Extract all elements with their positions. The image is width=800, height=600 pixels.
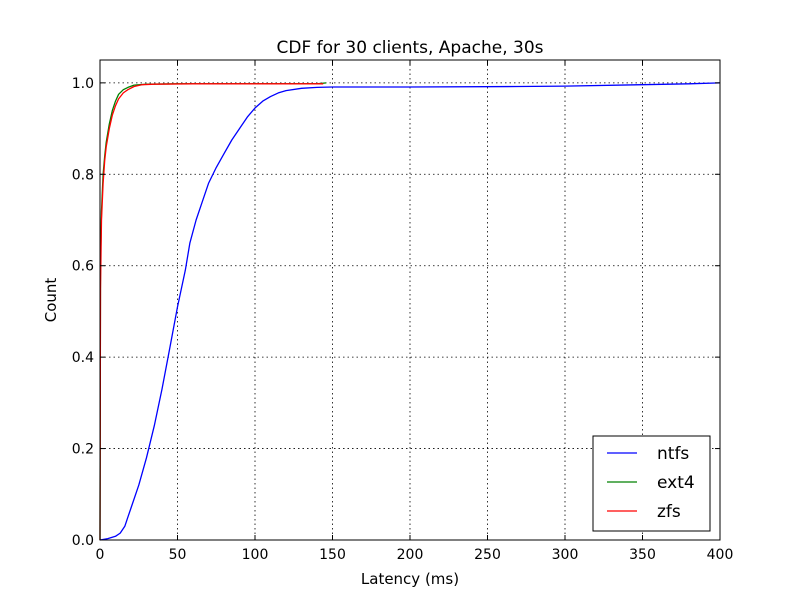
x-tick-label: 0: [96, 547, 105, 563]
legend: ntfs ext4 zfs: [592, 435, 711, 532]
x-tick-label: 50: [169, 547, 187, 563]
legend-label-zfs: zfs: [657, 502, 681, 522]
x-tick-label: 300: [552, 547, 579, 563]
x-tick-label: 350: [629, 547, 656, 563]
y-tick-label: 0.8: [72, 167, 94, 183]
series-line-zfs: [99, 83, 324, 541]
grid: [100, 60, 720, 540]
x-tick-label: 400: [707, 547, 734, 563]
x-axis-label: Latency (ms): [361, 570, 459, 588]
y-tick-label: 0.6: [72, 259, 94, 275]
series-line-ntfs: [99, 82, 721, 541]
legend-label-ntfs: ntfs: [657, 444, 689, 464]
series-lines: [99, 82, 721, 541]
x-tick-label: 100: [242, 547, 269, 563]
y-tick-label: 1.0: [72, 76, 94, 92]
x-tick-label: 150: [319, 547, 346, 563]
y-tick-label: 0.4: [72, 350, 94, 366]
legend-label-ext4: ext4: [657, 473, 695, 493]
chart-title: CDF for 30 clients, Apache, 30s: [276, 38, 543, 58]
axis-ticks: 0 50 100 150 200 250 300 350 400 0.0 0.2 0.4 0.6 0.8 1…: [72, 60, 734, 563]
legend-box: [592, 435, 711, 532]
x-tick-label: 250: [474, 547, 501, 563]
y-tick-label: 0.2: [72, 442, 94, 458]
y-axis-label: Count: [42, 278, 60, 323]
x-tick-label: 200: [397, 547, 424, 563]
y-tick-label: 0.0: [72, 533, 94, 549]
